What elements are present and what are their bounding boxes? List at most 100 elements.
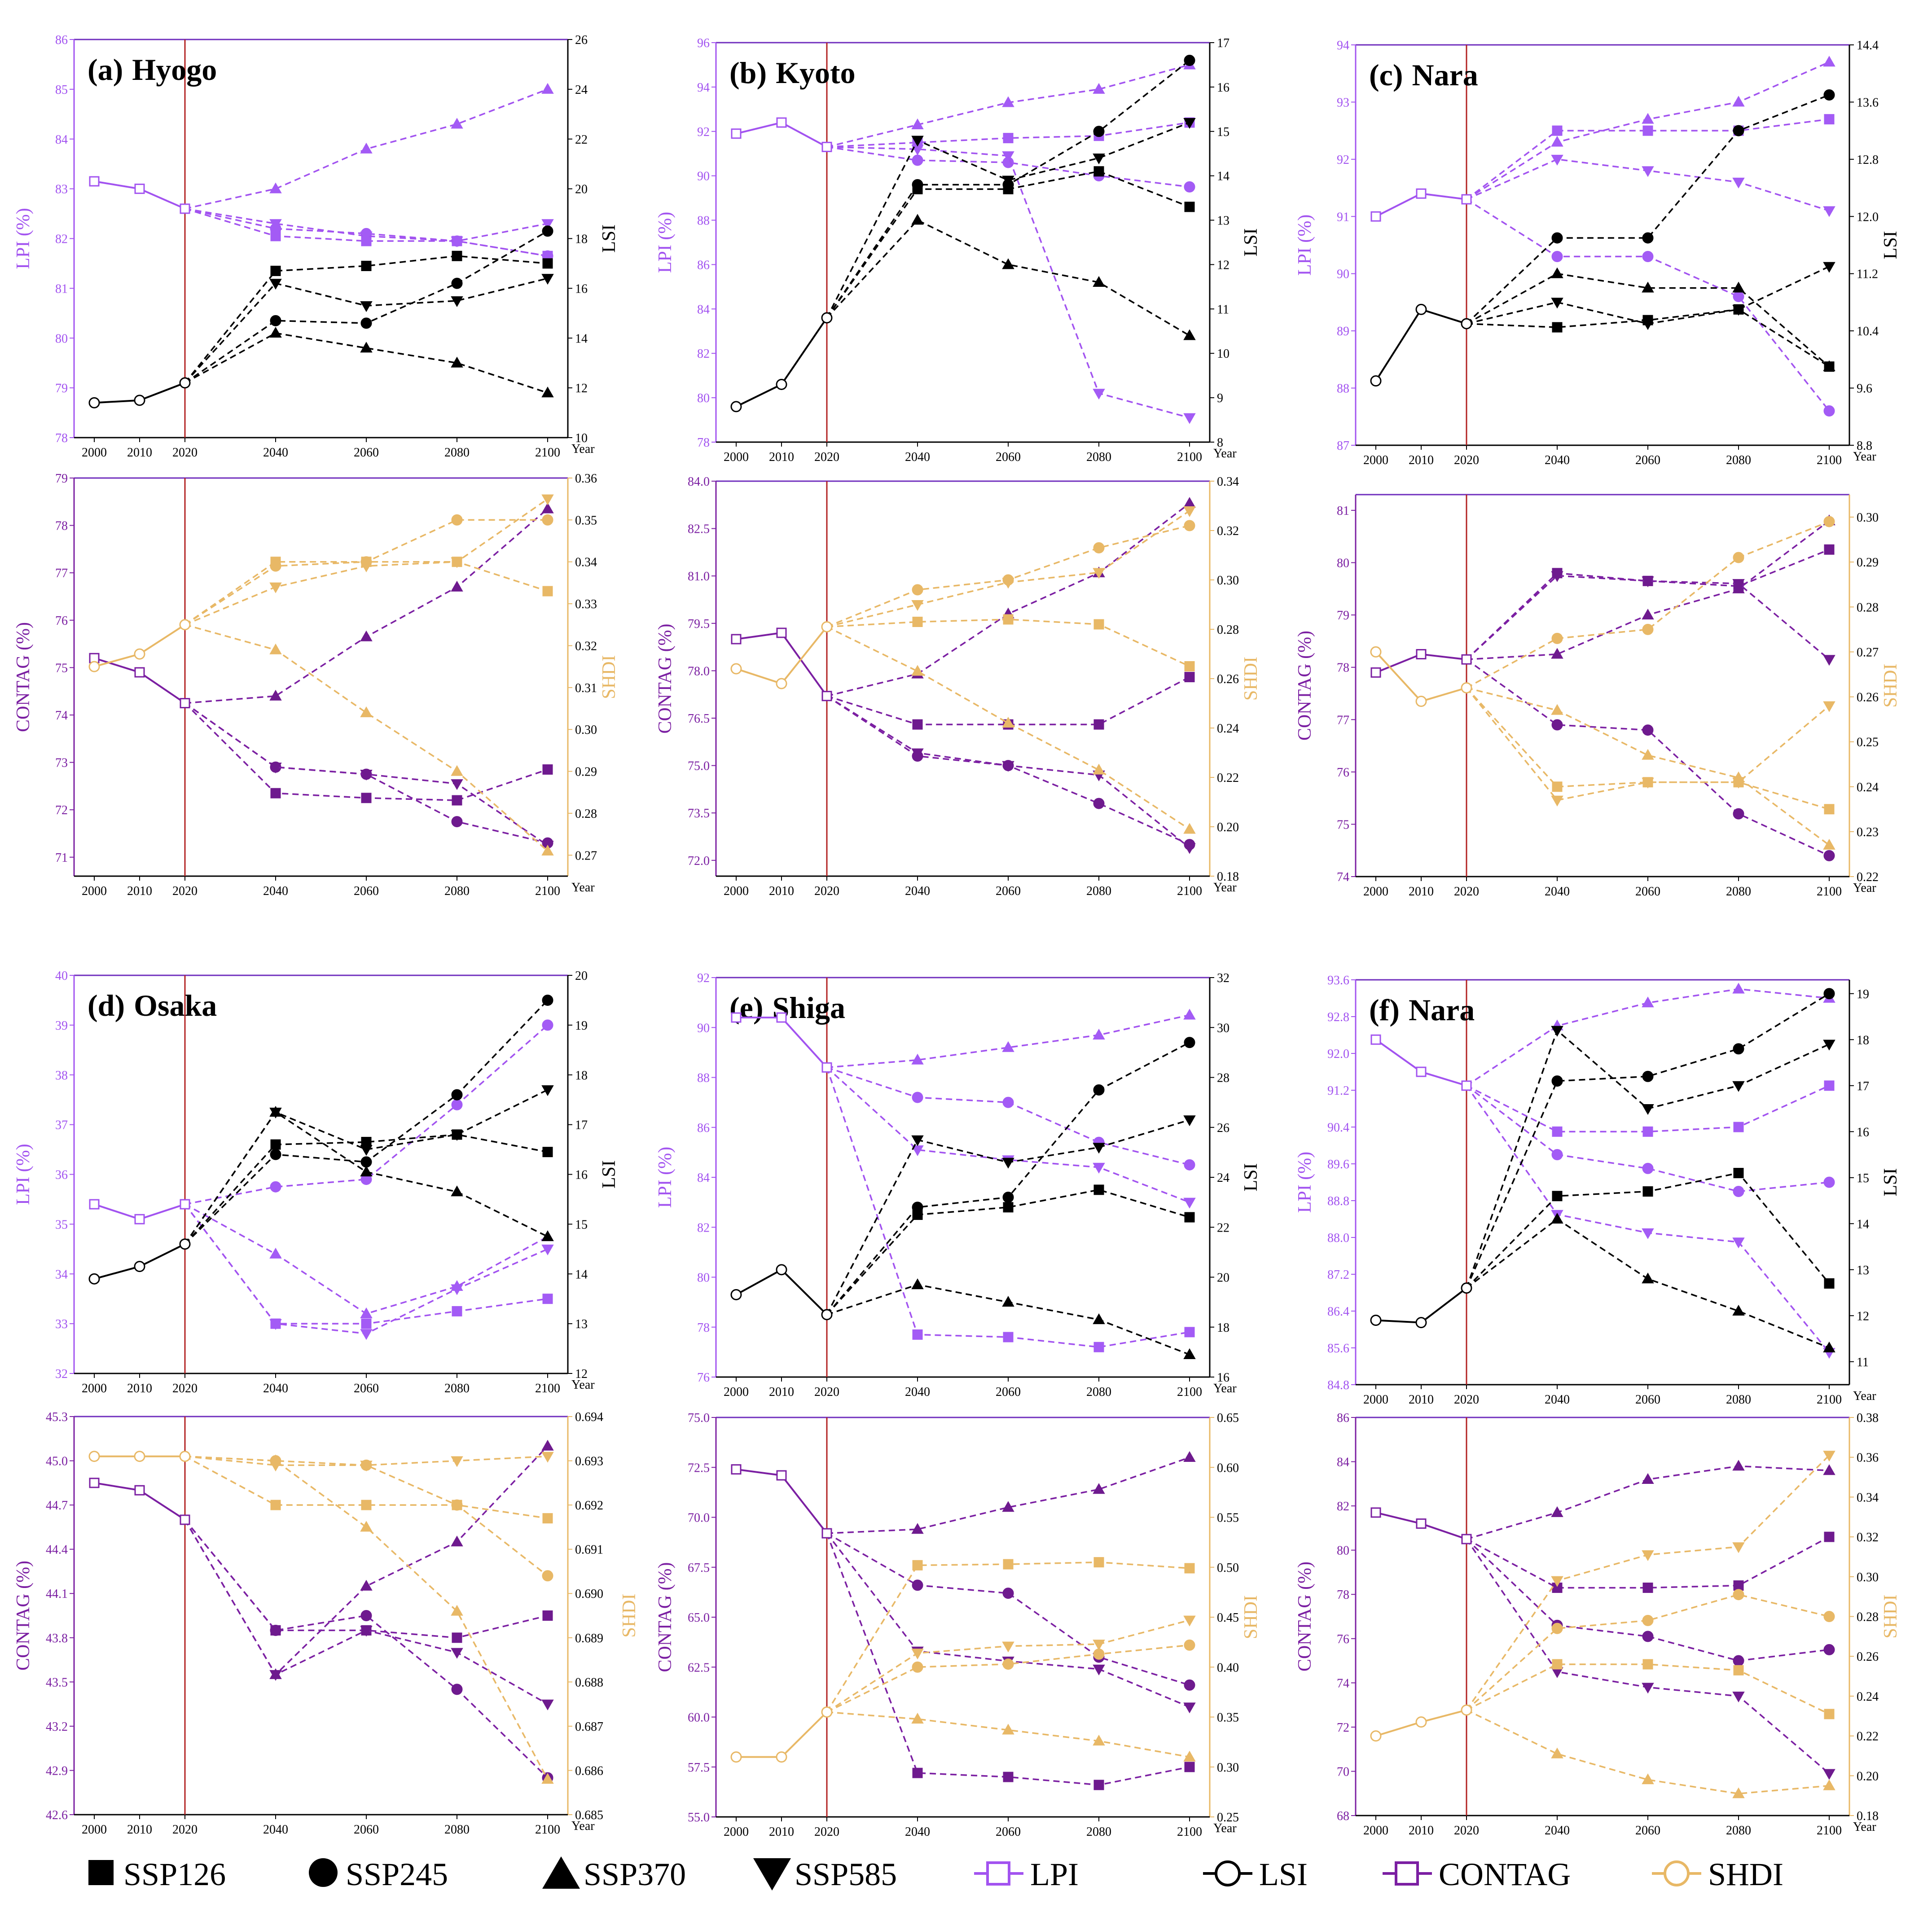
right-tick-label: 18	[1857, 1033, 1869, 1047]
right-point-SSP370	[269, 327, 282, 338]
left-historical-point	[89, 1199, 100, 1210]
right-point-SSP126	[270, 1500, 281, 1510]
right-tick-label: 0.34	[1217, 475, 1239, 489]
x-tick-label: 2010	[127, 1823, 152, 1837]
x-tick-label: 2010	[1409, 885, 1434, 899]
right-series-SSP245	[184, 1000, 549, 1245]
right-point-SSP370	[360, 342, 373, 353]
right-tick-label: 11	[1857, 1355, 1869, 1369]
right-series-SSP126	[184, 1456, 548, 1519]
x-tick-label: 2020	[172, 1382, 198, 1395]
right-tick-label: 0.40	[1217, 1661, 1239, 1675]
left-point-SSP126	[452, 795, 462, 806]
left-tick-label: 72	[1337, 1721, 1349, 1735]
left-point-SSP585	[360, 1626, 373, 1637]
x-tick-label: 2020	[172, 1823, 198, 1837]
left-tick-label: 82	[55, 232, 68, 246]
left-point-SSP245	[542, 1019, 553, 1031]
right-point-SSP585	[1093, 154, 1105, 165]
right-axis-label: SHDI	[1241, 657, 1261, 701]
right-tick-label: 16	[1217, 1371, 1229, 1385]
left-axis-label: LPI (%)	[1295, 1152, 1315, 1213]
right-series-SSP245	[1466, 521, 1830, 689]
left-tick-label: 72	[55, 803, 68, 817]
right-point-SSP245	[1733, 125, 1744, 136]
right-tick-label: 0.688	[575, 1676, 603, 1689]
right-point-SSP370	[541, 1773, 554, 1784]
left-point-SSP370	[541, 1439, 554, 1451]
x-tick-label: 2000	[1363, 1393, 1388, 1407]
right-point-SSP585	[1823, 701, 1835, 712]
right-tick-label: 15	[1857, 1171, 1869, 1185]
x-tick-label: 2040	[1545, 1393, 1570, 1407]
right-series-SSP370	[826, 1284, 1190, 1355]
right-tick-label: 17	[1857, 1079, 1869, 1093]
left-point-SSP585	[1183, 1198, 1196, 1209]
right-point-SSP245	[912, 179, 923, 190]
right-tick-label: 0.30	[575, 723, 597, 737]
left-tick-label: 87.2	[1327, 1268, 1349, 1282]
left-tick-label: 60.0	[688, 1711, 710, 1725]
right-tick-label: 14	[575, 332, 588, 346]
left-point-SSP585	[1183, 1702, 1196, 1714]
right-axis-label: LSI	[599, 1160, 619, 1189]
left-axis-label: CONTAG (%)	[655, 623, 676, 733]
left-historical-point	[1461, 1534, 1472, 1544]
x-tick-label: 2010	[127, 446, 152, 460]
left-historical-point	[134, 1485, 145, 1496]
right-point-SSP245	[912, 1202, 923, 1213]
left-point-SSP245	[451, 1684, 463, 1695]
left-point-SSP126	[1003, 1332, 1014, 1342]
left-tick-label: 42.9	[46, 1764, 68, 1778]
x-tick-label: 2060	[1635, 453, 1660, 467]
right-point-SSP245	[1823, 516, 1835, 527]
x-tick-label: 2060	[996, 1825, 1021, 1839]
left-point-SSP126	[1824, 544, 1835, 555]
x-tick-label: 2020	[814, 884, 839, 898]
left-historical-point	[180, 698, 190, 709]
left-tick-label: 70	[1337, 1765, 1349, 1779]
right-tick-label: 14	[575, 1268, 588, 1281]
right-tick-label: 0.32	[1217, 524, 1239, 538]
legend-label: SSP370	[584, 1856, 686, 1892]
right-historical-point	[821, 1309, 833, 1320]
left-series-SSP126	[826, 676, 1190, 725]
left-tick-label: 83	[55, 183, 68, 197]
right-point-SSP370	[451, 1605, 463, 1616]
legend-square-icon	[88, 1860, 114, 1885]
left-tick-label: 89.6	[1327, 1158, 1349, 1171]
panel-title: (c) Nara	[1369, 58, 1478, 92]
left-point-SSP370	[1823, 56, 1835, 67]
x-tick-label: 2060	[354, 884, 379, 898]
left-point-SSP126	[361, 1318, 372, 1329]
left-tick-label: 84	[697, 303, 710, 316]
left-series-SSP126	[1466, 118, 1830, 200]
left-historical-line	[1375, 1039, 1467, 1087]
right-series-SSP126	[1466, 1663, 1830, 1715]
legend-item-ssp126: SSP126	[88, 1856, 226, 1892]
left-historical-point	[1416, 649, 1427, 660]
left-point-SSP126	[1733, 1580, 1744, 1591]
left-point-SSP585	[269, 219, 282, 230]
left-tick-label: 88	[1337, 382, 1349, 396]
right-tick-label: 0.24	[1857, 781, 1879, 794]
x-axis-label: Year	[1853, 1820, 1876, 1834]
left-tick-label: 84	[1337, 1456, 1349, 1470]
right-tick-label: 12	[575, 382, 588, 395]
left-tick-label: 79	[55, 472, 68, 486]
left-tick-label: 74	[55, 709, 68, 723]
left-tick-label: 80	[1337, 557, 1349, 570]
legend-item-shdi: SHDI	[1652, 1856, 1783, 1892]
x-tick-label: 2000	[82, 884, 107, 898]
x-tick-label: 2060	[354, 446, 379, 460]
left-point-SSP245	[1184, 1159, 1195, 1171]
x-tick-label: 2000	[1363, 1824, 1388, 1838]
right-point-SSP585	[1823, 1040, 1835, 1051]
left-series-SSP245	[1466, 1085, 1830, 1193]
right-axis-label: LSI	[1241, 228, 1261, 257]
right-point-SSP245	[1093, 126, 1105, 137]
left-tick-label: 43.8	[46, 1632, 68, 1645]
left-tick-label: 86	[55, 33, 68, 47]
x-tick-label: 2060	[1635, 885, 1660, 899]
right-point-SSP370	[1732, 1787, 1745, 1799]
